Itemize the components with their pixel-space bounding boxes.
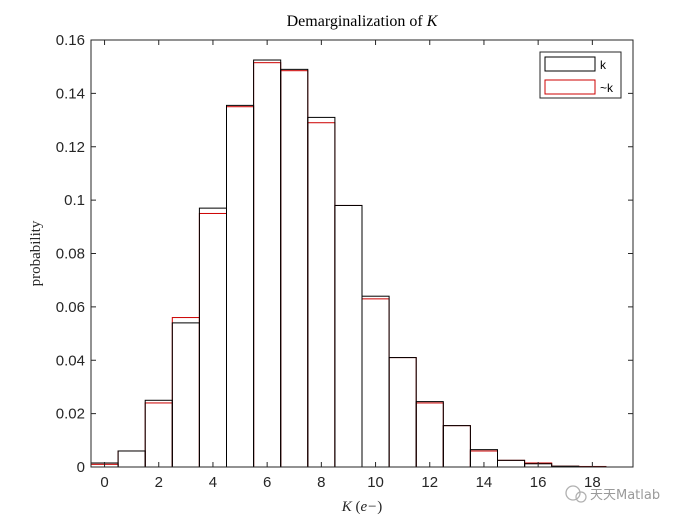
legend-box xyxy=(539,51,622,99)
x-tick-label-12: 12 xyxy=(421,474,438,491)
legend-label-notk: ~k xyxy=(600,81,614,95)
x-tick-label-10: 10 xyxy=(367,474,384,491)
watermark-logo-icon xyxy=(565,485,581,501)
y-tick-label-3: 0.06 xyxy=(56,299,85,316)
x-tick-label-6: 6 xyxy=(263,474,271,491)
y-tick-labels: 0 0.02 0.04 0.06 0.08 0.1 0.12 0.14 0.16 xyxy=(56,32,85,476)
chart-title: Demarginalization of K xyxy=(287,13,439,30)
x-tick-label-18: 18 xyxy=(584,474,601,491)
y-tick-label-5: 0.1 xyxy=(64,192,85,209)
y-tick-label-2: 0.04 xyxy=(56,352,85,369)
watermark: 天天Matlab xyxy=(565,485,660,503)
x-tick-label-16: 16 xyxy=(530,474,547,491)
x-tick-label-2: 2 xyxy=(155,474,163,491)
legend[interactable]: k ~k xyxy=(539,51,622,99)
y-tick-label-1: 0.02 xyxy=(56,406,85,423)
tick-marks xyxy=(91,39,633,468)
legend-swatch-notk xyxy=(544,79,596,95)
legend-label-k: k xyxy=(600,58,607,72)
y-axis-label: probability xyxy=(28,220,44,286)
x-tick-labels: 0 2 4 6 8 10 12 14 16 18 xyxy=(100,474,600,491)
y-tick-label-0: 0 xyxy=(77,459,85,476)
y-tick-label-7: 0.14 xyxy=(56,85,85,102)
x-tick-label-0: 0 xyxy=(100,474,108,491)
x-axis-label: K (e−) xyxy=(341,499,383,515)
x-tick-label-4: 4 xyxy=(209,474,217,491)
legend-swatch-k xyxy=(544,56,596,72)
y-tick-label-4: 0.08 xyxy=(56,246,85,263)
watermark-logo-icon-2 xyxy=(575,491,587,503)
y-tick-label-6: 0.12 xyxy=(56,139,85,156)
x-tick-label-14: 14 xyxy=(476,474,493,491)
x-tick-label-8: 8 xyxy=(317,474,325,491)
y-tick-label-8: 0.16 xyxy=(56,32,85,49)
watermark-text: 天天Matlab xyxy=(590,488,660,503)
